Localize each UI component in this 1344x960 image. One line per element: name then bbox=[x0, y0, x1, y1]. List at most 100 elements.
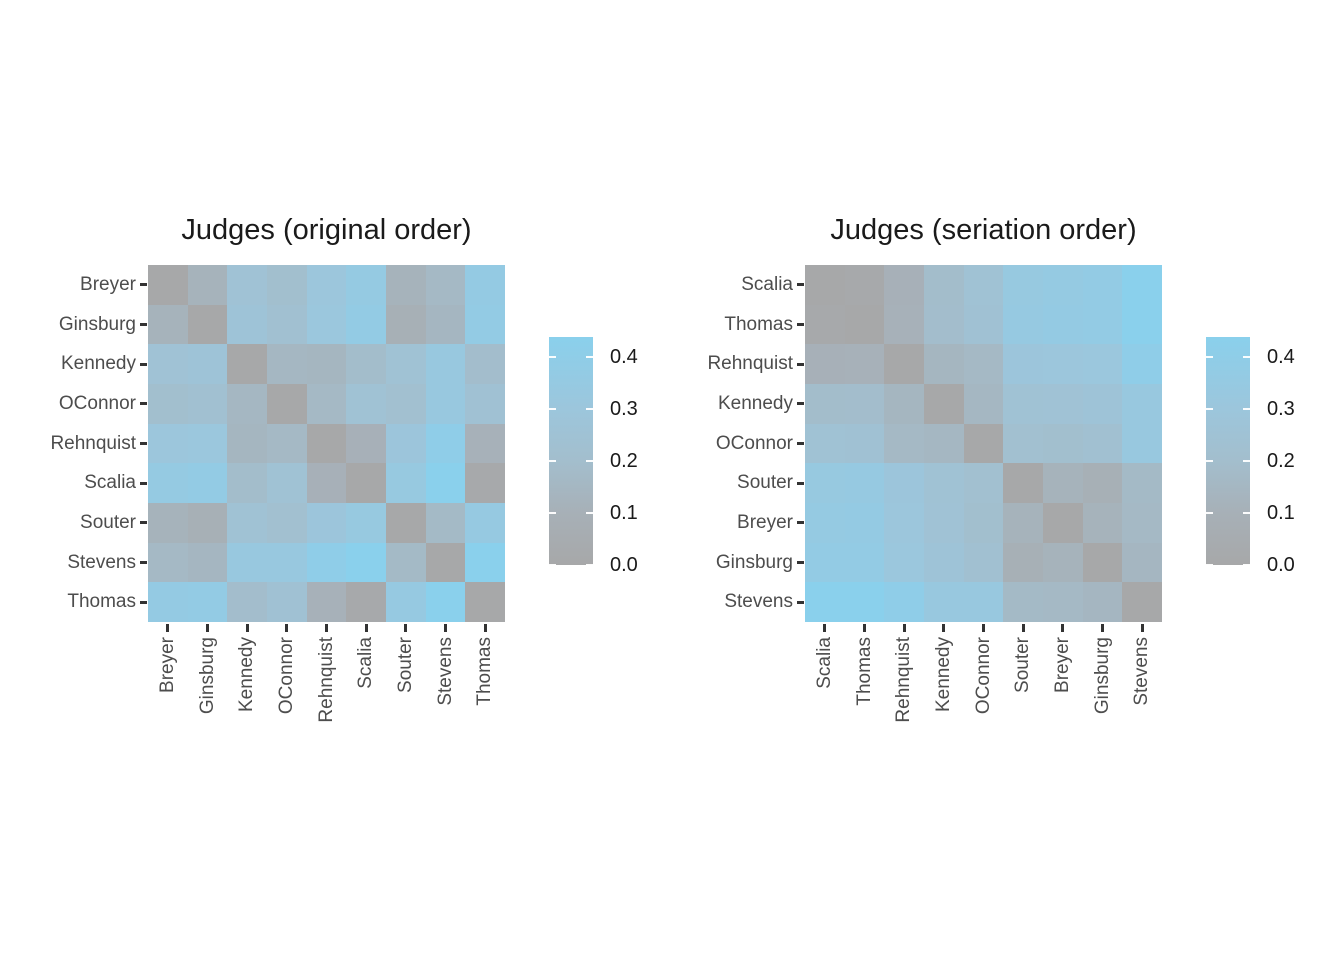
heatmap-cell bbox=[884, 503, 924, 543]
x-axis-label: Ginsburg bbox=[1092, 637, 1113, 715]
x-axis-tick bbox=[246, 624, 249, 632]
heatmap-cell bbox=[1122, 265, 1162, 305]
legend-tick-mark bbox=[549, 564, 556, 566]
x-axis-label: Kennedy bbox=[933, 637, 954, 713]
heatmap-cell bbox=[924, 423, 964, 464]
heatmap-cell bbox=[963, 384, 1004, 424]
heatmap-cell bbox=[306, 423, 347, 464]
heatmap-cell bbox=[465, 423, 505, 464]
heatmap-cell bbox=[386, 582, 426, 622]
x-axis-tick bbox=[285, 624, 288, 632]
y-axis-label: Kennedy bbox=[60, 353, 136, 374]
heatmap-cell bbox=[884, 542, 924, 583]
y-axis-tick bbox=[797, 323, 804, 326]
heatmap-cell bbox=[267, 582, 307, 622]
legend-tick-mark bbox=[1206, 408, 1213, 410]
x-axis-label: OConnor bbox=[276, 637, 297, 715]
y-axis-label: Stevens bbox=[67, 552, 136, 573]
heatmap-cell bbox=[844, 463, 885, 503]
legend-tick-label: 0.3 bbox=[1267, 398, 1295, 420]
heatmap-cell bbox=[346, 265, 386, 305]
y-axis-tick bbox=[797, 442, 804, 445]
y-axis-tick bbox=[797, 283, 804, 286]
legend-tick-mark bbox=[549, 512, 556, 514]
heatmap-cell bbox=[148, 542, 188, 583]
heatmap-cell bbox=[425, 265, 466, 305]
x-axis-tick bbox=[404, 624, 407, 632]
heatmap-cell bbox=[227, 503, 267, 543]
x-axis-tick bbox=[863, 624, 866, 632]
heatmap-cell bbox=[1003, 384, 1043, 424]
legend-tick-mark bbox=[549, 356, 556, 358]
heatmap-cell bbox=[386, 304, 426, 345]
heatmap-cell bbox=[227, 265, 267, 305]
heatmap-cell bbox=[805, 582, 845, 622]
heatmap-cell bbox=[1122, 503, 1162, 543]
y-axis-label: Ginsburg bbox=[58, 314, 136, 335]
legend-tick-mark bbox=[586, 356, 593, 358]
heatmap-cell bbox=[425, 384, 466, 424]
heatmap-cell bbox=[267, 503, 307, 543]
y-axis-label: OConnor bbox=[715, 433, 793, 454]
heatmap-cell bbox=[963, 423, 1004, 464]
y-axis-tick bbox=[140, 442, 147, 445]
y-axis-tick bbox=[140, 482, 147, 485]
y-axis-tick bbox=[140, 363, 147, 366]
legend-tick-mark bbox=[1243, 564, 1250, 566]
heatmap-cell bbox=[844, 344, 885, 384]
heatmap-cell bbox=[1043, 582, 1083, 622]
legend-tick-label: 0.1 bbox=[610, 502, 638, 524]
heatmap-cell bbox=[924, 304, 964, 345]
y-axis-label: OConnor bbox=[58, 393, 136, 414]
heatmap-cell bbox=[844, 265, 885, 305]
heatmap-cell bbox=[844, 423, 885, 464]
legend-colorbar bbox=[1206, 337, 1250, 565]
heatmap-cell bbox=[1043, 384, 1083, 424]
heatmap-cell bbox=[924, 463, 964, 503]
heatmap-cell bbox=[227, 542, 267, 583]
heatmap-cell bbox=[425, 423, 466, 464]
x-axis-tick bbox=[1022, 624, 1025, 632]
legend-tick-mark bbox=[1206, 564, 1213, 566]
heatmap-cell bbox=[1082, 503, 1123, 543]
legend-tick-label: 0.2 bbox=[1267, 450, 1295, 472]
heatmap-cell bbox=[425, 503, 466, 543]
heatmap-cell bbox=[1122, 304, 1162, 345]
x-axis-tick bbox=[1061, 624, 1064, 632]
y-axis-tick bbox=[797, 601, 804, 604]
y-axis-label: Scalia bbox=[84, 472, 136, 493]
y-axis-label: Rehnquist bbox=[50, 433, 136, 454]
heatmap-cell bbox=[386, 542, 426, 583]
heatmap-cell bbox=[924, 384, 964, 424]
legend-tick-label: 0.2 bbox=[610, 450, 638, 472]
x-axis-label: OConnor bbox=[973, 637, 994, 715]
heatmap-cell bbox=[386, 384, 426, 424]
x-axis-tick bbox=[206, 624, 209, 632]
heatmap-cell bbox=[465, 542, 505, 583]
heatmap-cell bbox=[1043, 463, 1083, 503]
y-axis-label: Souter bbox=[737, 472, 793, 493]
heatmap-cell bbox=[805, 265, 845, 305]
x-axis-tick bbox=[942, 624, 945, 632]
heatmap-cell bbox=[805, 503, 845, 543]
heatmap-cell bbox=[148, 304, 188, 345]
heatmap-cell bbox=[1003, 503, 1043, 543]
heatmap-cell bbox=[884, 344, 924, 384]
x-axis-label: Rehnquist bbox=[316, 637, 337, 723]
x-axis-label: Stevens bbox=[1131, 637, 1152, 706]
x-axis-tick bbox=[982, 624, 985, 632]
heatmap-cell bbox=[227, 423, 267, 464]
heatmap-cell bbox=[805, 304, 845, 345]
heatmap-cell bbox=[227, 304, 267, 345]
x-axis-tick bbox=[484, 624, 487, 632]
x-axis-tick bbox=[823, 624, 826, 632]
heatmap-cell bbox=[346, 423, 386, 464]
heatmap-cell bbox=[963, 304, 1004, 345]
heatmap-cell bbox=[1082, 304, 1123, 345]
heatmap-cell bbox=[884, 265, 924, 305]
heatmap-cell bbox=[1122, 463, 1162, 503]
heatmap-cell bbox=[1082, 344, 1123, 384]
heatmap-cell bbox=[1003, 265, 1043, 305]
heatmap-cell bbox=[425, 542, 466, 583]
